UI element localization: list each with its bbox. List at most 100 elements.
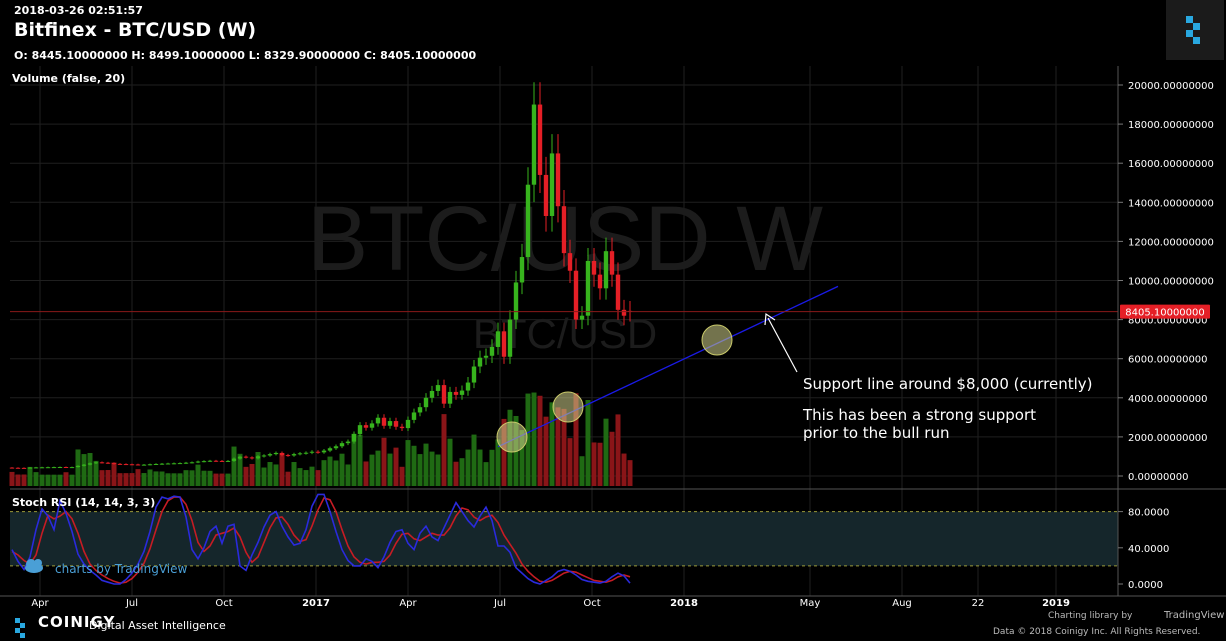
volume-bar [387, 453, 393, 486]
candle-body [141, 464, 147, 466]
candle-body [381, 417, 387, 426]
candle-body [597, 274, 603, 289]
candle-body [9, 467, 15, 469]
volume-bar [159, 471, 165, 486]
volume-bar [561, 408, 567, 486]
stoch-rsi-band [10, 511, 1118, 567]
tradingview-credit: charts by TradingView [55, 562, 187, 576]
coinigy-logo-icon [1186, 16, 1200, 44]
candle-body [63, 467, 69, 469]
volume-bar [321, 460, 327, 486]
volume-bar [393, 447, 399, 486]
candle-body [579, 315, 585, 320]
candle-body [57, 467, 63, 469]
candle-body [279, 452, 285, 456]
volume-bar [135, 469, 141, 486]
volume-bar [465, 449, 471, 486]
volume-bar [627, 460, 633, 486]
volume-bar [615, 414, 621, 486]
volume-bar [519, 430, 525, 486]
volume-bar [375, 450, 381, 486]
price-tick-label: 8000.00000000 [1128, 316, 1208, 327]
volume-bar [207, 470, 213, 486]
chart-title: Bitfinex - BTC/USD (W) [14, 19, 257, 41]
candle-body [351, 433, 357, 442]
price-tick-label: 12000.00000000 [1128, 237, 1214, 248]
support-touch-circle [496, 421, 528, 453]
price-tick-label: 10000.00000000 [1128, 277, 1214, 288]
volume-bar [153, 471, 159, 486]
candle-body [375, 417, 381, 424]
candle-body [459, 390, 465, 395]
candle-body [441, 385, 447, 404]
annotation-strong: This has been a strong support [802, 406, 1036, 424]
volume-bar [87, 453, 93, 486]
candle-body [519, 257, 525, 283]
time-tick-label: 2018 [670, 598, 698, 609]
candle-body [537, 104, 543, 175]
candle-body [453, 391, 459, 395]
volume-bar [195, 464, 201, 486]
volume-bar [201, 470, 207, 486]
coinigy-logo[interactable] [1166, 0, 1224, 60]
volume-bar [495, 439, 501, 486]
candle-body [357, 425, 363, 434]
time-tick-label: Jul [493, 598, 506, 609]
volume-bar [333, 460, 339, 486]
price-axis-labels: 20000.00000000 18000.00000000 16000.000000… [1118, 81, 1214, 483]
coinigy-brand: COINIGY [38, 613, 116, 631]
volume-bar [453, 461, 459, 486]
charting-library-credit: Charting library by [1048, 611, 1133, 621]
volume-bar [171, 473, 177, 486]
time-tick-label: Oct [583, 598, 600, 609]
volume-bar [255, 452, 261, 486]
candle-body [153, 463, 159, 465]
candle-body [45, 467, 51, 469]
price-tick-label: 20000.00000000 [1128, 81, 1214, 92]
candle-body [423, 397, 429, 408]
candle-body [267, 454, 273, 456]
volume-bars [9, 392, 633, 486]
candle-body [471, 366, 477, 383]
volume-bar [603, 418, 609, 486]
candle-body [501, 331, 507, 357]
time-tick-label: Aug [892, 598, 912, 609]
volume-bar [15, 474, 21, 486]
support-touch-circle [552, 391, 584, 423]
candle-body [147, 464, 153, 466]
candle-body [111, 463, 117, 465]
volume-bar [381, 437, 387, 486]
price-tick-label: 0.00000000 [1128, 472, 1188, 483]
candle-body [525, 184, 531, 258]
rsi-indicator-label: Stoch RSI (14, 14, 3, 3) [12, 496, 155, 509]
candle-body [213, 460, 219, 462]
candle-body [477, 357, 483, 367]
volume-bar [621, 453, 627, 486]
coinigy-footer-icon [15, 618, 25, 638]
volume-bar [471, 434, 477, 486]
volume-bar [543, 416, 549, 486]
price-tick-label: 14000.00000000 [1128, 198, 1214, 209]
volume-bar [483, 462, 489, 486]
axes [0, 66, 1226, 597]
candle-body [405, 419, 411, 429]
overlay [10, 285, 1118, 453]
candle-body [99, 462, 105, 464]
candle-body [585, 260, 591, 316]
volume-bar [177, 473, 183, 486]
volume-bar [291, 462, 297, 486]
volume-bar [57, 474, 63, 486]
time-tick-label: 2017 [302, 598, 330, 609]
candle-body [447, 391, 453, 404]
volume-bar [531, 392, 537, 486]
annotation-prior: prior to the bull run [803, 424, 950, 442]
volume-bar [339, 453, 345, 486]
tradingview-cloud-icon [25, 559, 43, 573]
volume-bar [399, 466, 405, 486]
candle-body [555, 153, 561, 207]
volume-bar [279, 453, 285, 486]
candle-body [513, 282, 519, 320]
last-price-tag: 8405.10000000 [1120, 304, 1210, 319]
volume-bar [93, 460, 99, 486]
